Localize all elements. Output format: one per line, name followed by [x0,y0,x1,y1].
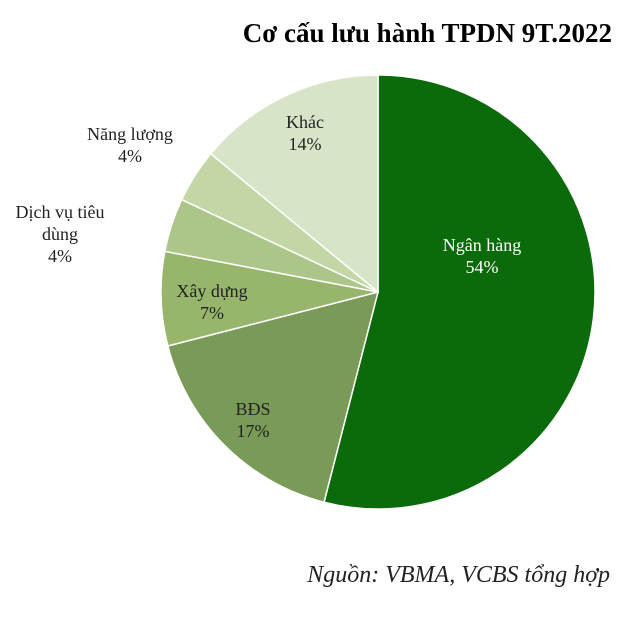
pie-slice [323,74,596,510]
pie-slice [166,290,380,504]
slice-label: Khác 14% [243,111,367,155]
category-label: Khác [286,112,324,132]
value-label: 14% [288,134,322,154]
category-label: Năng lượng [87,124,173,144]
source-note: Nguồn: VBMA, VCBS tổng hợp [307,562,610,588]
slice-label: Dịch vụ tiêu dùng 4% [0,201,122,267]
chart-title: Cơ cấu lưu hành TPDN 9T.2022 [242,18,612,48]
value-label: 4% [118,146,142,166]
slice-label: Xây dựng 7% [150,280,274,324]
value-label: 4% [48,246,72,266]
category-label: Dịch vụ tiêu dùng [15,202,105,244]
slice-label: Năng lượng 4% [68,123,192,167]
value-label: 7% [200,303,224,323]
value-label: 54% [465,257,499,277]
pie-slice [209,74,379,294]
category-label: BĐS [235,399,271,419]
slice-label: BĐS 17% [191,398,315,442]
value-label: 17% [236,421,270,441]
slice-label: Ngân hàng 54% [420,234,544,278]
category-label: Xây dựng [176,281,248,301]
category-label: Ngân hàng [442,235,522,255]
